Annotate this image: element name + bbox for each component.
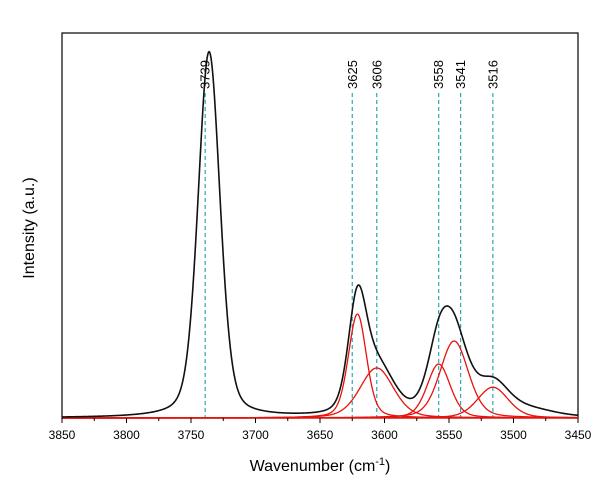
- x-tick-label: 3850: [49, 428, 76, 442]
- x-tick-label: 3650: [307, 428, 334, 442]
- component-peak-line: [62, 340, 578, 419]
- peak-marker-label: 3516: [485, 60, 500, 89]
- x-tick-label: 3550: [436, 428, 463, 442]
- peak-markers: 3739 3625 3606 3558 3541 3516: [198, 60, 500, 418]
- component-peak-line: [62, 386, 579, 419]
- x-tick-label: 3700: [242, 428, 269, 442]
- x-axis-title: Wavenumber (cm-1): [250, 456, 391, 475]
- plot-frame: [61, 32, 579, 419]
- component-peaks: [62, 313, 579, 419]
- x-tick-label: 3750: [178, 428, 205, 442]
- peak-marker-label: 3625: [345, 60, 360, 89]
- envelope-series: [61, 50, 579, 418]
- y-axis-title: Intensity (a.u.): [21, 177, 38, 278]
- peak-marker-label: 3606: [369, 60, 384, 89]
- component-peak-line: [62, 313, 578, 419]
- peak-marker-label: 3558: [431, 60, 446, 89]
- x-axis-ticks: 3850 3800 3750 3700 3650 3600 3550 3500 3450: [49, 418, 592, 442]
- peak-marker-label: 3541: [453, 60, 468, 89]
- component-peak-line: [62, 367, 578, 419]
- x-tick-label: 3600: [371, 428, 398, 442]
- x-tick-label: 3500: [500, 428, 527, 442]
- envelope-line: [61, 50, 579, 418]
- x-tick-label: 3450: [565, 428, 592, 442]
- x-tick-label: 3800: [113, 428, 140, 442]
